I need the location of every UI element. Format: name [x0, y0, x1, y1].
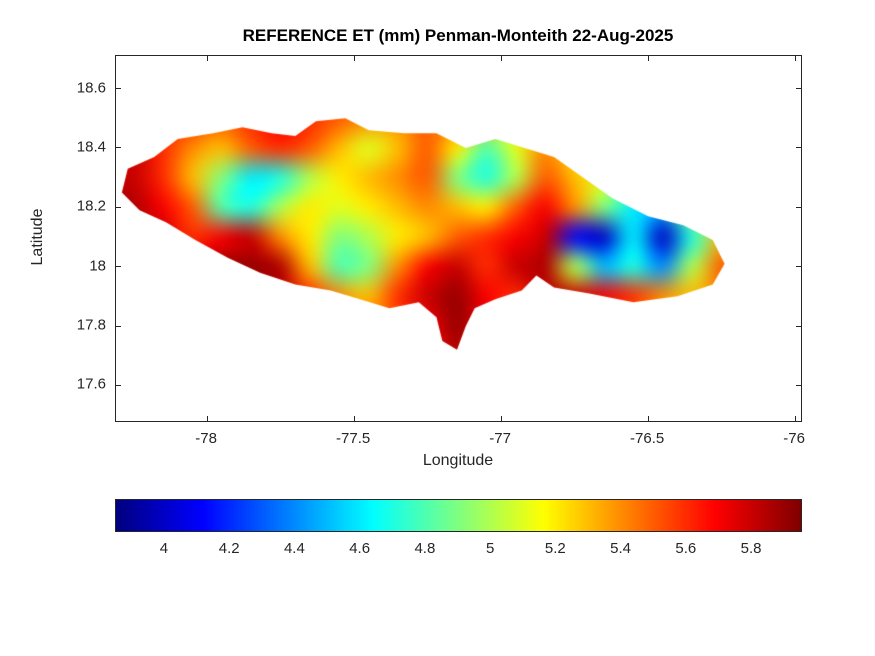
colorbar-gradient [116, 500, 801, 531]
x-tick-mark [647, 56, 649, 61]
y-axis-label: Latitude [29, 208, 46, 266]
y-tick-mark [116, 384, 121, 386]
y-tick-mark [796, 206, 801, 208]
x-tick-label: -78 [195, 430, 217, 447]
x-tick-mark [500, 56, 502, 61]
y-tick-mark [116, 88, 121, 90]
x-tick-mark [647, 416, 649, 421]
y-tick-label: 18.6 [76, 79, 106, 97]
heatmap-canvas [116, 56, 801, 421]
colorbar-tick-label: 5.2 [544, 540, 566, 557]
y-tick-mark [116, 266, 121, 268]
y-tick-mark [116, 206, 121, 208]
colorbar-tick-label: 4.2 [218, 540, 240, 557]
x-axis-label: Longitude [422, 452, 494, 469]
colorbar-tick-label: 5.6 [675, 540, 697, 557]
x-tick-mark [500, 416, 502, 421]
y-tick-label: 18.4 [76, 138, 106, 156]
y-tick-mark [116, 147, 121, 149]
x-tick-mark [353, 416, 355, 421]
y-tick-mark [796, 88, 801, 90]
colorbar-tick-label: 4.8 [414, 540, 436, 557]
x-tick-label: -76.5 [630, 430, 665, 447]
colorbar-tick-label: 5.8 [740, 540, 762, 557]
colorbar [115, 499, 802, 532]
colorbar-tick-label: 4 [159, 540, 169, 557]
colorbar-tick-label: 4.4 [283, 540, 305, 557]
x-tick-mark [794, 56, 796, 61]
x-tick-label: -77 [489, 430, 511, 447]
x-tick-mark [353, 56, 355, 61]
x-tick-mark [794, 416, 796, 421]
y-tick-label: 18.2 [76, 197, 106, 215]
x-tick-mark [206, 416, 208, 421]
colorbar-tick-label: 5.4 [610, 540, 632, 557]
x-tick-label: -77.5 [336, 430, 371, 447]
colorbar-tick-label: 5 [485, 540, 495, 557]
y-tick-mark [796, 266, 801, 268]
y-tick-label: 17.8 [76, 316, 106, 334]
y-tick-label: 17.6 [76, 375, 106, 393]
y-tick-label: 18 [89, 257, 106, 275]
x-tick-mark [206, 56, 208, 61]
y-tick-mark [116, 325, 121, 327]
y-tick-mark [796, 325, 801, 327]
y-tick-mark [796, 147, 801, 149]
chart-title: REFERENCE ET (mm) Penman-Monteith 22-Aug… [242, 26, 674, 45]
plot-area [115, 55, 802, 422]
x-tick-label: -76 [783, 430, 805, 447]
y-tick-mark [796, 384, 801, 386]
colorbar-tick-label: 4.6 [349, 540, 371, 557]
